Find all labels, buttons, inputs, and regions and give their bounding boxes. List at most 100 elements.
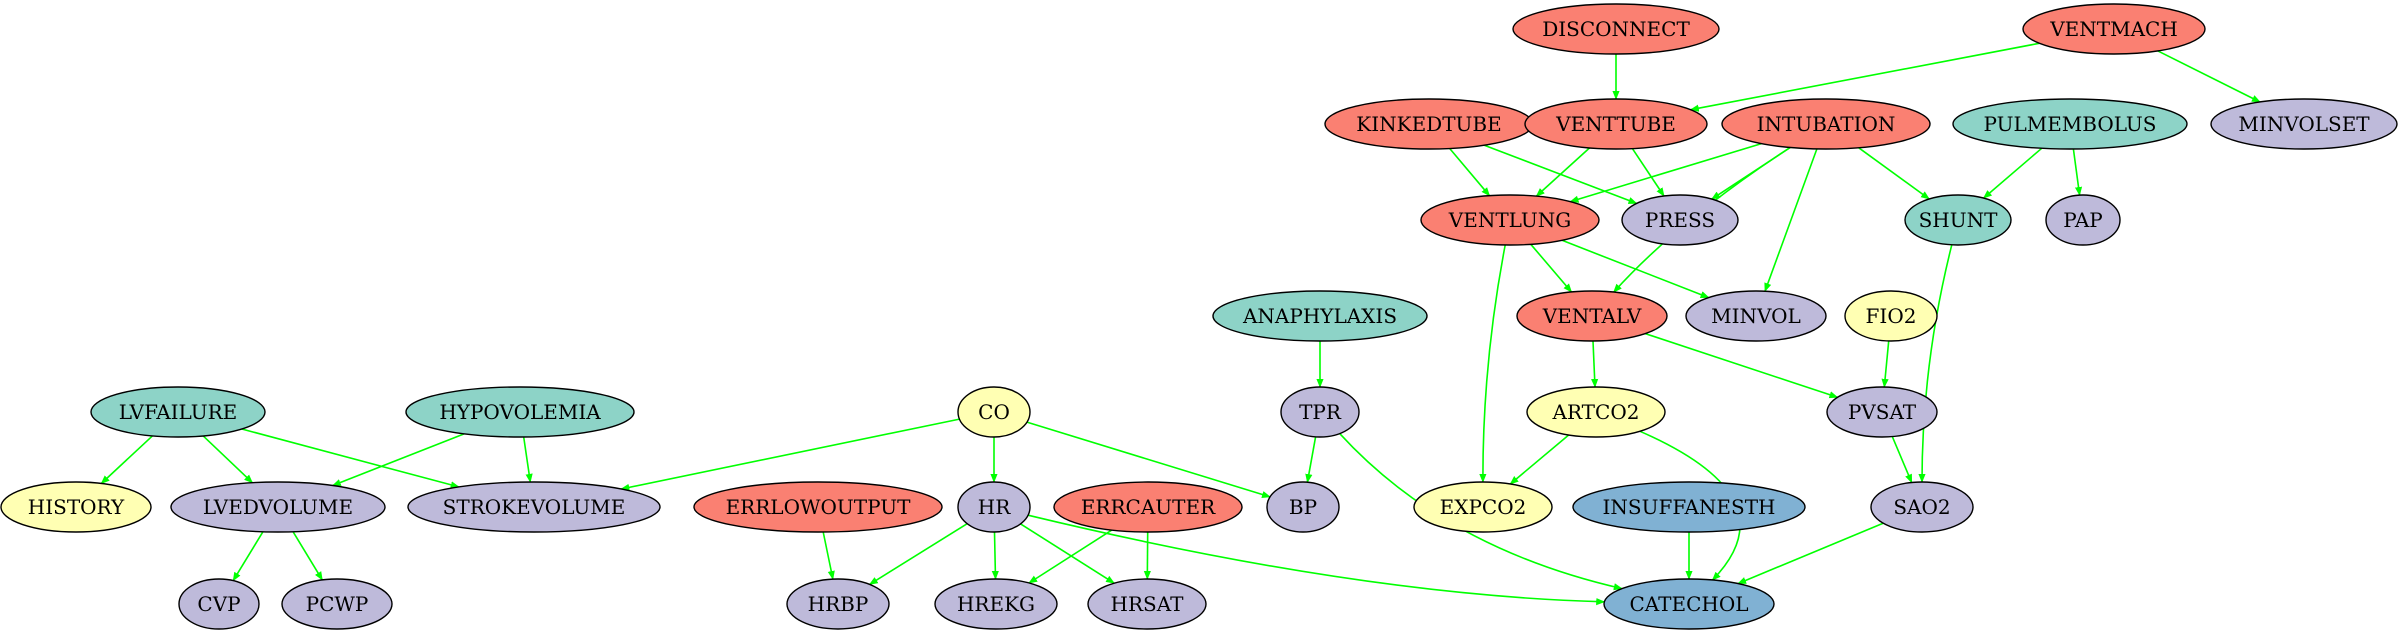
node-strokevolume: STROKEVOLUME [407,481,661,533]
node-lvfailure-ellipse [90,386,266,438]
edge-errcauter-to-hrekg [1028,529,1113,584]
node-ventlung-ellipse [1420,194,1600,246]
edge-ventmach-to-venttube [1689,42,2040,112]
node-ventlung-label: VENTLUNG [1448,208,1571,232]
node-errcauter: ERRCAUTER [1053,481,1243,533]
edge-lvedvolume-to-pcwp [292,531,323,581]
node-history: HISTORY [0,481,152,533]
node-errlowoutput-label: ERRLOWOUTPUT [726,495,912,519]
node-hr-ellipse [957,481,1031,533]
edge-pulmembolus-to-pap [2072,148,2083,196]
node-minvol-ellipse [1685,290,1827,342]
node-hrekg-label: HREKG [957,592,1035,616]
node-artco2: ARTCO2 [1526,386,1666,438]
node-anaphylaxis-ellipse [1212,290,1428,342]
node-strokevolume-label: STROKEVOLUME [443,495,626,519]
node-errlowoutput: ERRLOWOUTPUT [693,481,943,533]
edge-ventmach-to-minvolset [2157,50,2261,103]
edge-artco2-to-expco2 [1509,434,1570,485]
node-disconnect: DISCONNECT [1512,3,1720,55]
edge-pvsat-to-sao2 [1891,436,1913,484]
node-ventmach: VENTMACH [2022,3,2206,55]
edge-hypovolemia-to-strokevolume [522,436,533,483]
edges-layer [100,42,2261,606]
node-minvolset-label: MINVOLSET [2238,112,2370,136]
node-expco2-ellipse [1413,481,1553,533]
edge-hr-to-hrekg [991,531,999,580]
node-pap-label: PAP [2063,208,2103,232]
node-press-label: PRESS [1645,208,1715,232]
edge-lvedvolume-to-cvp [232,531,264,582]
node-artco2-ellipse [1526,386,1666,438]
node-anaphylaxis: ANAPHYLAXIS [1212,290,1428,342]
node-bp-ellipse [1266,481,1340,533]
node-pulmembolus: PULMEMBOLUS [1952,98,2188,150]
edge-hr-to-hrbp [868,523,968,586]
node-pcwp: PCWP [281,578,393,630]
node-strokevolume-ellipse [407,481,661,533]
node-hrsat-label: HRSAT [1111,592,1185,616]
edge-intubation-to-shunt [1858,147,1930,200]
node-lvfailure: LVFAILURE [90,386,266,438]
node-minvolset: MINVOLSET [2210,98,2398,150]
node-pvsat-ellipse [1826,386,1938,438]
node-hypovolemia-label: HYPOVOLEMIA [439,400,601,424]
node-hrbp-ellipse [786,578,890,630]
edge-fio2-to-pvsat [1881,340,1890,388]
node-sao2-label: SAO2 [1893,495,1950,519]
node-ventmach-label: VENTMACH [2049,17,2178,41]
node-venttube: VENTTUBE [1524,98,1708,150]
edge-shunt-to-sao2 [1918,244,1953,483]
node-expco2-label: EXPCO2 [1440,495,1527,519]
edge-hr-to-hrsat [1020,523,1115,584]
node-press-ellipse [1621,194,1739,246]
node-artco2-label: ARTCO2 [1552,400,1640,424]
node-fio2-label: FIO2 [1866,304,1917,328]
node-ventmach-ellipse [2022,3,2206,55]
node-press: PRESS [1621,194,1739,246]
node-hrekg: HREKG [934,578,1058,630]
node-lvedvolume-label: LVEDVOLUME [203,495,353,519]
node-insuffanesth: INSUFFANESTH [1572,481,1806,533]
node-tpr-ellipse [1280,386,1360,438]
node-catechol-label: CATECHOL [1629,592,1748,616]
edge-venttube-to-press [1631,148,1665,197]
node-hr: HR [957,481,1031,533]
node-lvfailure-label: LVFAILURE [119,400,238,424]
edge-errlowoutput-to-hrbp [822,531,835,580]
edge-ventalv-to-pvsat [1644,332,1839,399]
node-pulmembolus-label: PULMEMBOLUS [1983,112,2156,136]
node-disconnect-label: DISCONNECT [1542,17,1690,41]
node-minvol: MINVOL [1685,290,1827,342]
node-intubation-ellipse [1721,98,1931,150]
node-cvp-label: CVP [197,592,240,616]
edge-ventlung-to-minvol [1561,239,1710,299]
node-ventalv-label: VENTALV [1542,304,1642,328]
node-hypovolemia-ellipse [405,386,635,438]
node-anaphylaxis-label: ANAPHYLAXIS [1242,304,1397,328]
node-hrbp-label: HRBP [808,592,869,616]
edge-tpr-to-bp [1305,436,1317,484]
node-hrsat: HRSAT [1087,578,1207,630]
node-hrsat-ellipse [1087,578,1207,630]
edge-co-to-strokevolume [620,418,960,491]
node-ventlung: VENTLUNG [1420,194,1600,246]
node-hrekg-ellipse [934,578,1058,630]
node-errcauter-label: ERRCAUTER [1081,495,1216,519]
edge-intubation-to-ventlung [1569,142,1762,203]
node-fio2-ellipse [1844,290,1938,342]
node-history-label: HISTORY [28,495,125,519]
node-intubation-label: INTUBATION [1757,112,1896,136]
edge-ventlung-to-ventalv [1530,243,1573,293]
node-co: CO [957,386,1031,438]
node-bp-label: BP [1289,495,1317,519]
edge-hypovolemia-to-lvedvolume [331,433,465,487]
edge-lvfailure-to-history [100,435,153,485]
node-shunt: SHUNT [1904,194,2012,246]
node-cvp: CVP [178,578,260,630]
node-cvp-ellipse [178,578,260,630]
node-tpr: TPR [1280,386,1360,438]
node-bp: BP [1266,481,1340,533]
node-ventalv-ellipse [1516,290,1668,342]
node-insuffanesth-ellipse [1572,481,1806,533]
